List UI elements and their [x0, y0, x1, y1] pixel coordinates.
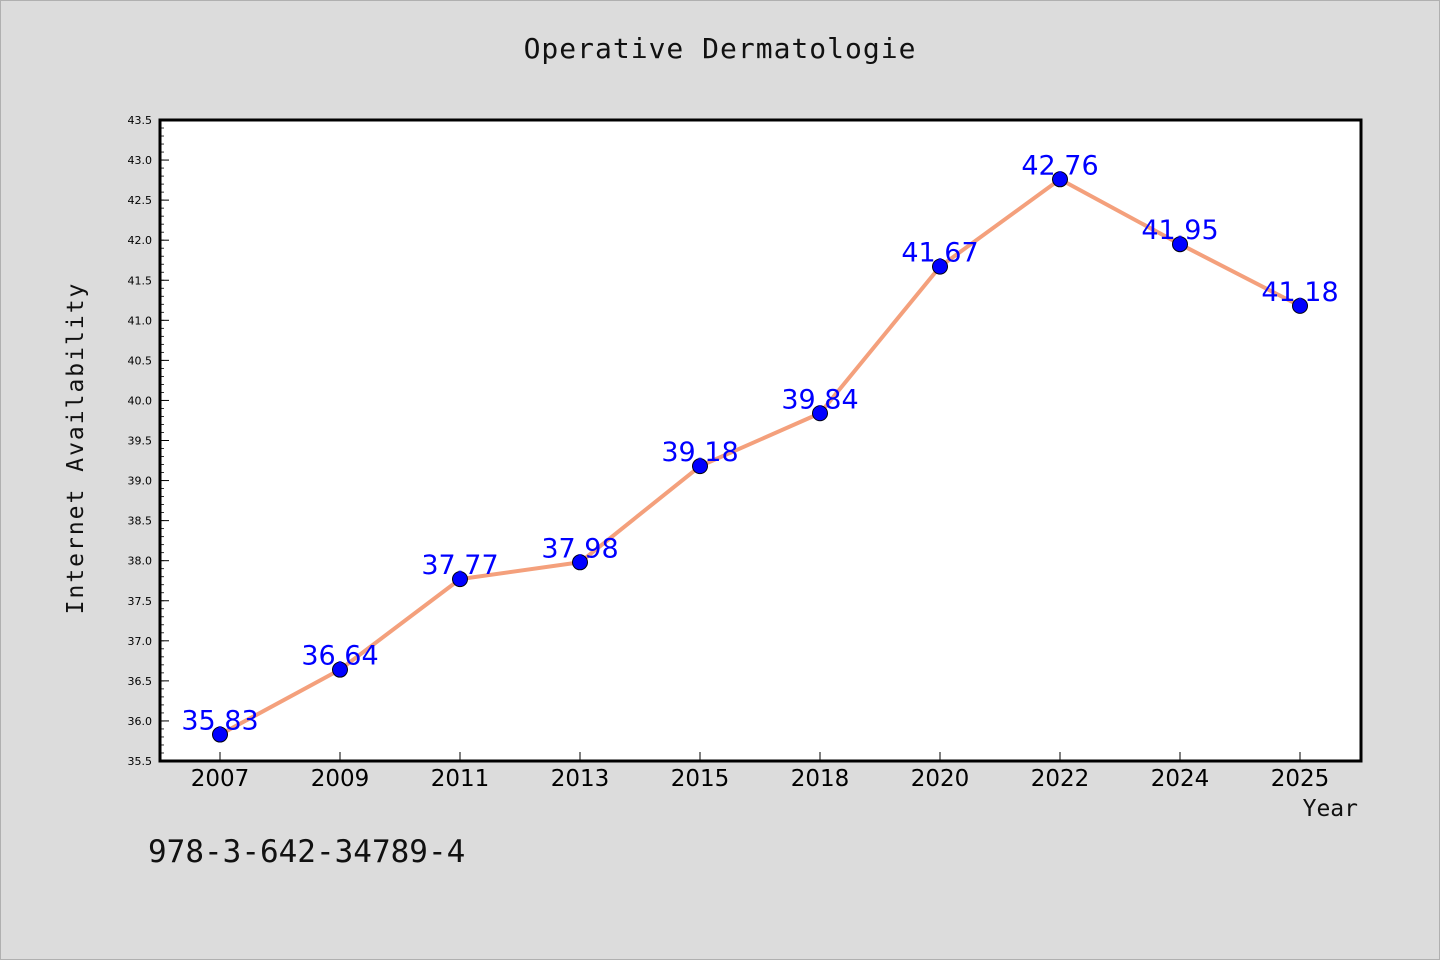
data-label: 41.67: [901, 238, 978, 269]
data-label: 35.83: [181, 706, 258, 737]
data-label: 37.98: [541, 533, 618, 564]
y-tick-label: 42.5: [128, 194, 153, 207]
series-line: [218, 177, 1302, 737]
y-tick-label: 37.5: [128, 595, 153, 608]
y-tick-label: 39.5: [128, 435, 153, 448]
y-tick-label: 41.5: [128, 274, 153, 287]
y-tick-label: 40.5: [128, 354, 153, 367]
data-label: 36.64: [301, 641, 378, 672]
data-label: 42.76: [1021, 150, 1098, 181]
data-point: [332, 661, 348, 678]
y-tick-label: 36.0: [128, 715, 153, 728]
y-tick-label: 38.5: [128, 515, 153, 528]
series-group: 35.83 36.64 37.77 37.98 39.18 39.84 41.67 42.76…: [181, 150, 1339, 743]
x-tick-label: 2020: [911, 766, 970, 792]
x-tick-label: 2007: [191, 766, 250, 792]
data-point: [692, 458, 708, 475]
x-tick-label: 2018: [791, 766, 850, 792]
x-tick-label: 2022: [1031, 766, 1090, 792]
data-label: 37.77: [421, 550, 498, 581]
x-tick-label: 2025: [1271, 766, 1330, 792]
y-tick-label: 38.0: [128, 555, 153, 568]
x-tick-label: 2015: [671, 766, 730, 792]
data-point: [572, 554, 588, 571]
data-label: 41.18: [1261, 277, 1338, 308]
y-tick-label: 41.0: [128, 314, 153, 327]
data-point: [1292, 297, 1308, 314]
data-label: 39.84: [781, 384, 858, 415]
y-tick-label: 43.0: [128, 154, 153, 167]
y-tick-label: 43.5: [128, 114, 153, 127]
y-tick-label: 42.0: [128, 234, 153, 247]
y-tick-label: 35.5: [128, 755, 153, 768]
x-axis-label: Year: [1302, 796, 1358, 822]
data-point: [812, 405, 828, 422]
data-point: [932, 258, 948, 275]
x-tick-label: 2009: [311, 766, 370, 792]
y-tick-label: 36.5: [128, 675, 153, 688]
data-point: [1172, 236, 1188, 253]
data-point: [212, 726, 228, 743]
x-tick-label: 2013: [551, 766, 610, 792]
footer-code: 978-3-642-34789-4: [148, 834, 466, 870]
data-point: [452, 571, 468, 588]
x-tick-label: 2024: [1151, 766, 1210, 792]
x-axis: 2007 2009 2011 2013 2015 2018 2020 2022 2024 2025: [191, 752, 1330, 792]
y-tick-label: 39.0: [128, 475, 153, 488]
y-axis: 35.5 36.0 36.5 37.0 37.5 38.0 38.5 39.0 39.5 40.0…: [128, 114, 169, 768]
data-label: 39.18: [661, 437, 738, 468]
chart-title: Operative Dermatologie: [523, 32, 917, 65]
x-tick-label: 2011: [431, 766, 490, 792]
data-point: [1052, 171, 1068, 188]
y-tick-label: 37.0: [128, 635, 153, 648]
data-label: 41.95: [1141, 215, 1218, 246]
y-tick-label: 40.0: [128, 394, 153, 407]
